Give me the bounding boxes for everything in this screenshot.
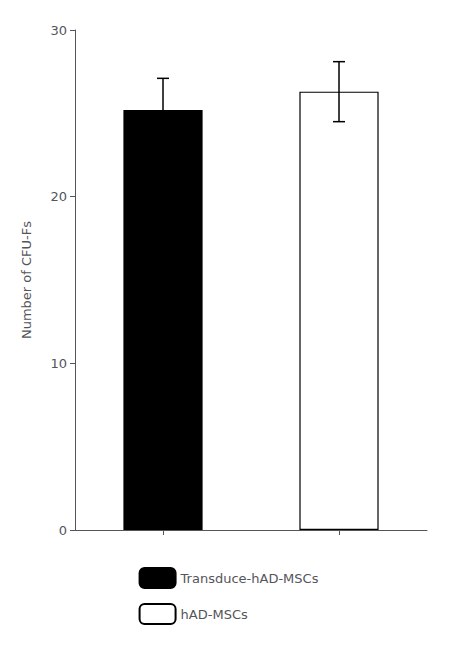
svg-text:hAD-MSCs: hAD-MSCs xyxy=(181,607,248,622)
svg-text:0: 0 xyxy=(59,523,67,538)
svg-text:20: 20 xyxy=(50,189,67,204)
svg-text:Transduce-hAD-MSCs: Transduce-hAD-MSCs xyxy=(180,571,319,586)
svg-text:30: 30 xyxy=(50,23,67,38)
svg-text:10: 10 xyxy=(50,356,67,371)
svg-text:Number of CFU-Fs: Number of CFU-Fs xyxy=(19,221,34,339)
